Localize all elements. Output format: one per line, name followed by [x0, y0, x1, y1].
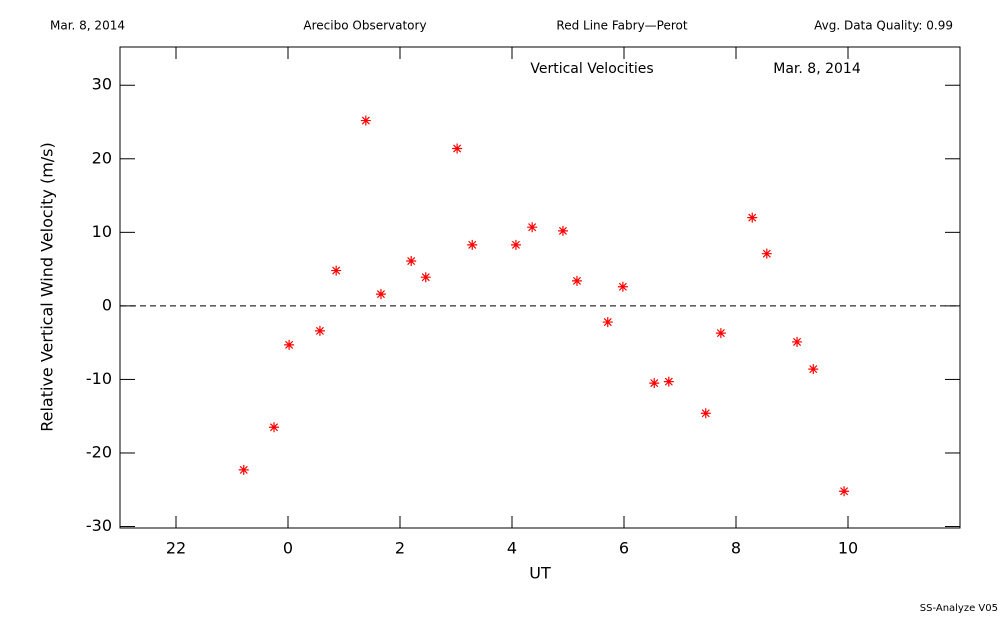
point — [360, 115, 371, 126]
point — [510, 239, 521, 250]
point — [331, 265, 342, 276]
point — [747, 212, 758, 223]
point — [808, 364, 819, 375]
x-tick-label: 10 — [838, 539, 858, 558]
point — [602, 317, 613, 328]
y-tick-label: -10 — [86, 369, 112, 388]
point — [238, 464, 249, 475]
point — [314, 325, 325, 336]
point — [557, 225, 568, 236]
y-tick-label: -20 — [86, 442, 112, 461]
header-site: Arecibo Observatory — [303, 19, 426, 33]
point — [792, 336, 803, 347]
point — [571, 275, 582, 286]
point — [527, 222, 538, 233]
y-tick-label: 10 — [92, 222, 112, 241]
point — [700, 408, 711, 419]
plot-frame — [119, 46, 961, 529]
point — [284, 339, 295, 350]
point — [269, 422, 279, 433]
point — [715, 328, 726, 339]
y-tick-label: 20 — [92, 148, 112, 167]
x-tick-label: 2 — [395, 539, 405, 558]
chart-subtitle: Mar. 8, 2014 — [773, 61, 861, 77]
point — [452, 143, 463, 154]
header-quality: Avg. Data Quality: 0.99 — [814, 19, 953, 33]
point — [839, 486, 850, 497]
point — [761, 248, 772, 259]
footer: SS-Analyze V05 — [920, 603, 998, 614]
point — [663, 376, 674, 387]
y-tick-label: -30 — [86, 516, 112, 535]
x-tick-label: 8 — [731, 539, 741, 558]
point — [406, 256, 417, 267]
header-instrument: Red Line Fabry—Perot — [556, 19, 687, 33]
point — [467, 239, 478, 250]
point — [375, 289, 386, 300]
x-tick-label: 4 — [507, 539, 517, 558]
x-tick-label: 6 — [619, 539, 629, 558]
y-axis-label: Relative Vertical Wind Velocity (m/s) — [38, 142, 57, 432]
chart-title: Vertical Velocities — [530, 61, 653, 77]
x-axis-label: UT — [529, 564, 551, 583]
header-date: Mar. 8, 2014 — [50, 19, 125, 33]
point — [420, 272, 431, 283]
point — [649, 378, 660, 389]
x-tick-label: 0 — [283, 539, 293, 558]
point — [617, 281, 628, 292]
x-tick-label: 22 — [166, 539, 186, 558]
y-tick-label: 30 — [92, 75, 112, 94]
y-tick-label: 0 — [102, 295, 112, 314]
